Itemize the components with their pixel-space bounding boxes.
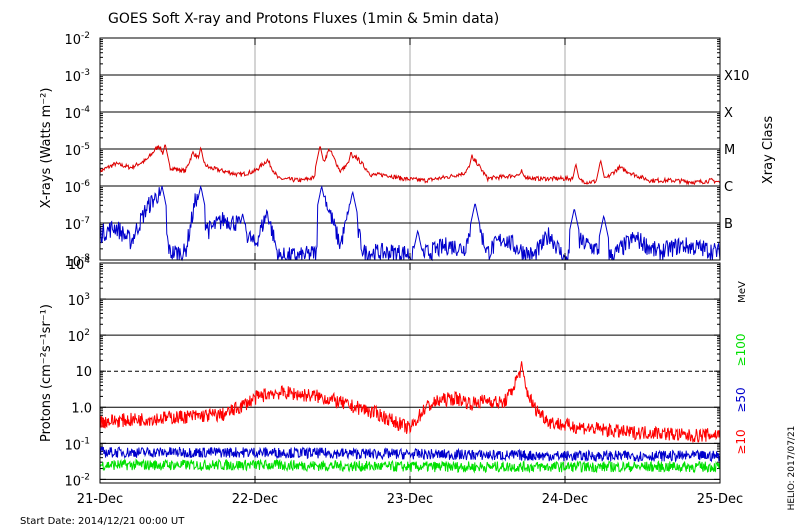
y-tick-label: 10-6 <box>64 179 90 196</box>
energy-legend-2: ≥100 <box>734 334 748 367</box>
y-tick-label: 103 <box>68 292 90 309</box>
class-label-m: M <box>724 143 735 158</box>
energy-legend-1: ≥50 <box>734 387 748 412</box>
helio-stamp: HELIO: 2017/07/21 <box>787 426 797 511</box>
y-tick-label: 10-7 <box>64 216 90 233</box>
start-date: Start Date: 2014/12/21 00:00 UT <box>20 516 185 527</box>
y-tick-label: 1.0 <box>71 401 92 416</box>
proton-panel: 104 103 102 10 1.0 10-1 10-2 ≥10 ≥50 ≥100 <box>64 256 748 489</box>
y-tick-label: 10-8 <box>64 253 90 270</box>
class-label-b: B <box>724 217 733 232</box>
chart-title: GOES Soft X-ray and Protons Fluxes (1min… <box>108 11 499 27</box>
proton-series-0 <box>99 361 721 443</box>
proton-series-1 <box>99 446 721 463</box>
energy-legend-0: ≥10 <box>734 429 748 454</box>
y-tick-label: 10-5 <box>64 142 90 159</box>
x-tick-label: 23-Dec <box>387 492 433 507</box>
y-tick-label: 10-2 <box>64 472 90 489</box>
proton-axis-label: Protons (cm⁻²s⁻¹sr⁻¹) <box>39 304 54 442</box>
class-label-x10: X10 <box>724 69 749 84</box>
y-tick-label: 10-2 <box>64 31 90 48</box>
xray-series-long <box>99 144 721 186</box>
x-tick-label: 24-Dec <box>542 492 588 507</box>
x-tick-label: 25-Dec <box>697 492 743 507</box>
x-tick-label: 22-Dec <box>232 492 278 507</box>
xray-axis-label: X-rays (Watts m⁻²) <box>39 88 54 209</box>
proton-series-2 <box>99 458 721 474</box>
y-tick-label: 10-4 <box>64 105 90 122</box>
x-axis-ticks: 21-Dec 22-Dec 23-Dec 24-Dec 25-Dec <box>77 38 743 507</box>
y-tick-label: 10-1 <box>64 436 90 453</box>
y-tick-label: 102 <box>68 328 90 345</box>
proton-unit-label: MeV <box>737 281 748 303</box>
xray-class-label: Xray Class <box>761 116 776 184</box>
y-tick-label: 104 <box>68 256 91 273</box>
y-tick-label: 10-3 <box>64 68 90 85</box>
x-tick-label: 21-Dec <box>77 492 123 507</box>
class-label-c: C <box>724 180 733 195</box>
xray-panel: X10 X M C B 10-2 10-3 10-4 10-5 10-6 10-7 10-8 <box>64 31 749 270</box>
class-label-x: X <box>724 106 733 121</box>
y-tick-label: 10 <box>75 365 92 380</box>
